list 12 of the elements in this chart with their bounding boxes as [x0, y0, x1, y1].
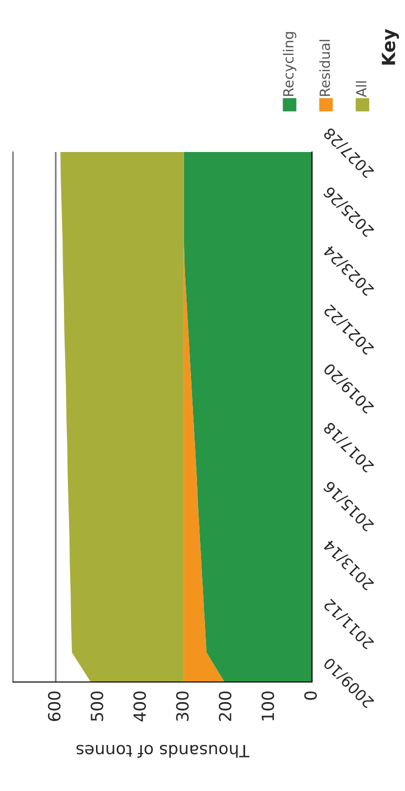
x-tick-label: 400: [133, 691, 146, 722]
text: Recycling: [282, 32, 296, 96]
x-tick-label: 300: [176, 691, 189, 721]
legend-title: Key: [382, 28, 399, 65]
x-tick-label: 200: [218, 691, 232, 721]
x-tick-label: 100: [262, 691, 274, 720]
x-tick-label: 500: [90, 691, 104, 721]
x-tick-label: 0: [304, 691, 317, 700]
x-axis-title: Thousands of tonnes: [76, 744, 250, 758]
x-tick-label: 600: [48, 691, 61, 721]
text: All: [356, 81, 366, 98]
text: Residual: [319, 40, 330, 96]
